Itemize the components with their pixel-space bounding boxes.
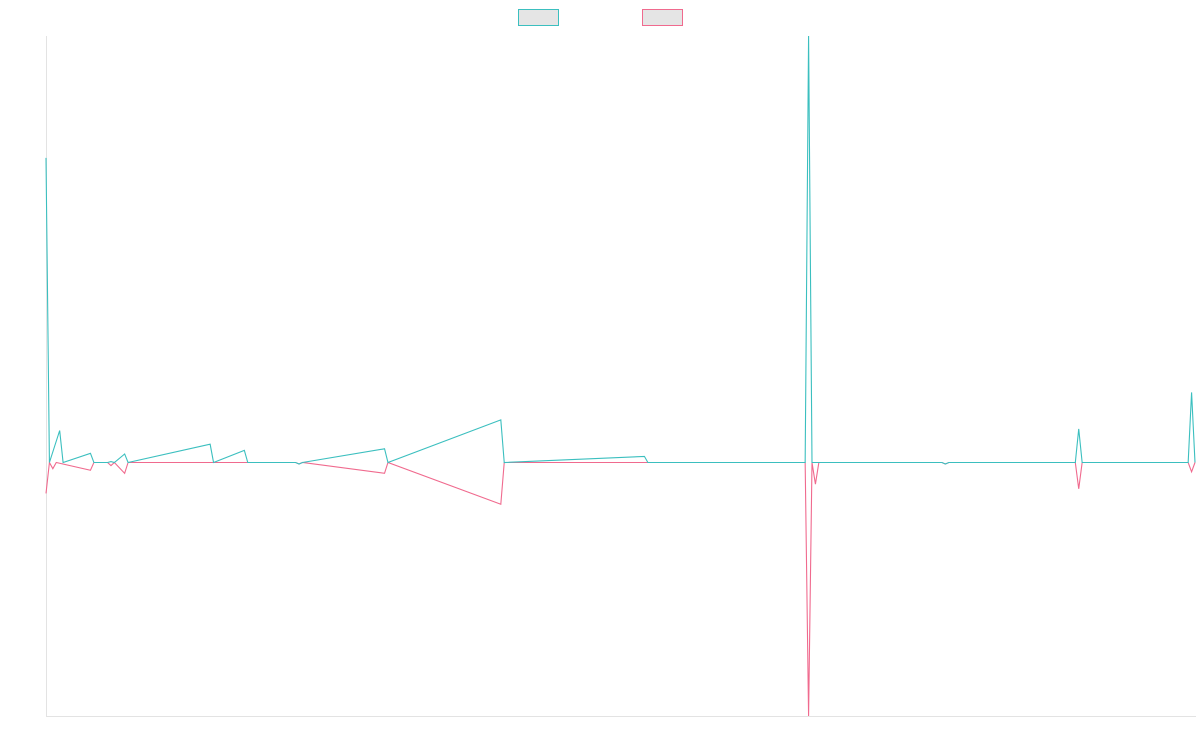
legend-swatch-1[interactable] — [518, 9, 559, 26]
series-line-2 — [45, 460, 1196, 717]
plot-area — [45, 35, 1196, 717]
legend-swatch-2[interactable] — [642, 9, 683, 26]
series-line-1 — [45, 35, 1196, 465]
legend — [518, 9, 683, 26]
axes — [46, 36, 1196, 717]
